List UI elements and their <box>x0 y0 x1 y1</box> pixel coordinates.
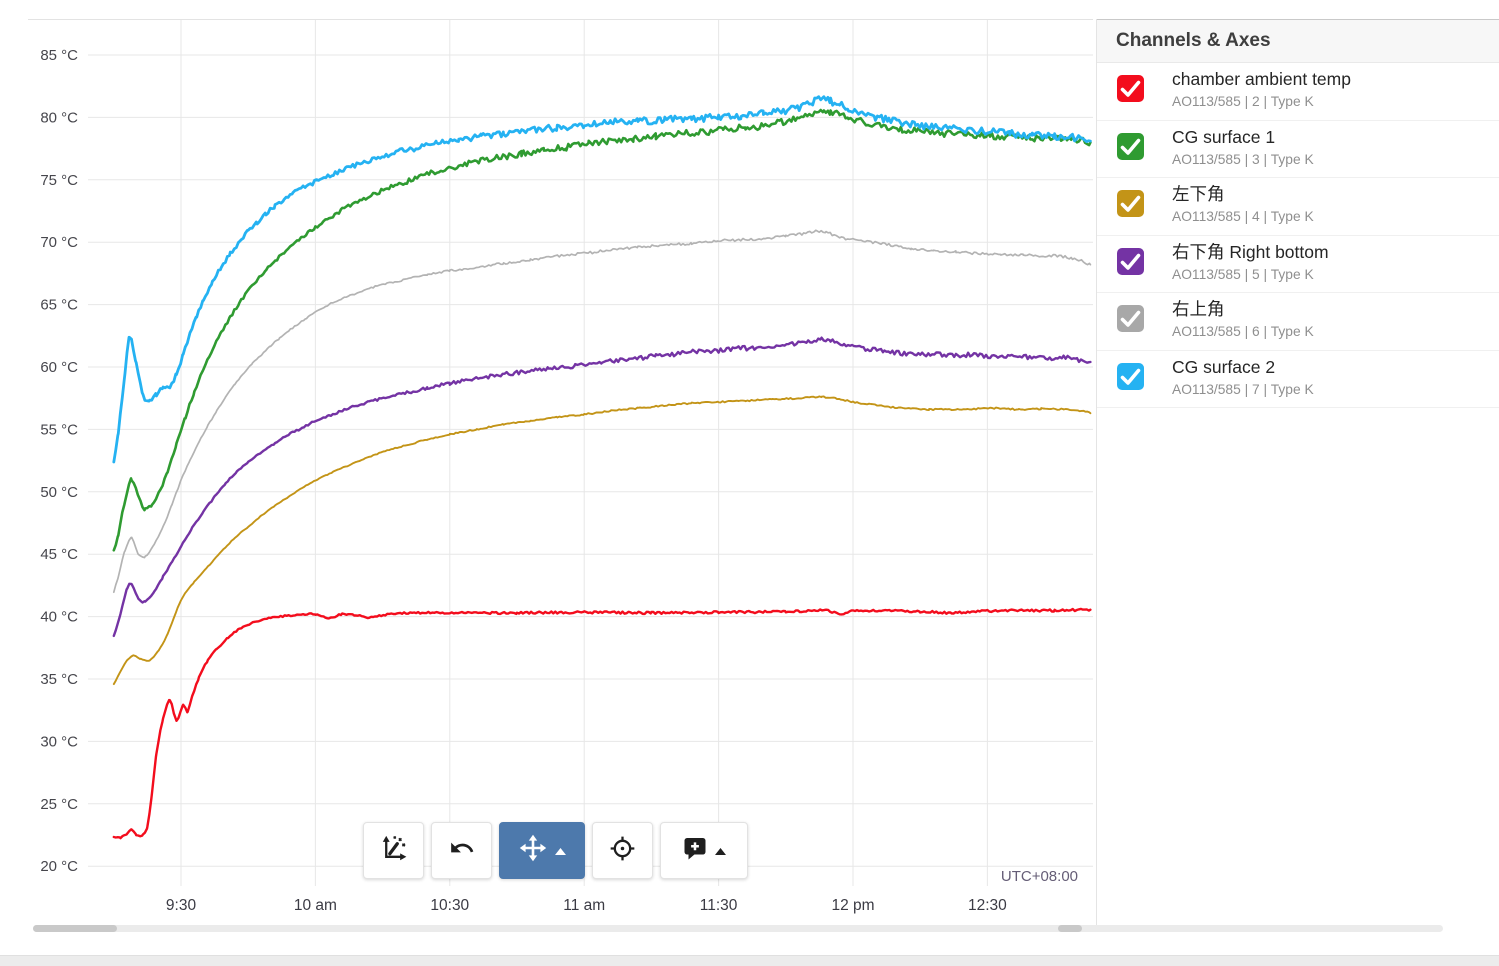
svg-text:50 °C: 50 °C <box>40 484 78 501</box>
channel-detail: AO113/585 | 2 | Type K <box>1172 94 1314 109</box>
scale-axes-icon <box>380 835 407 867</box>
horizontal-scrollbar[interactable] <box>33 925 1443 932</box>
channel-name: 右下角 Right bottom <box>1172 241 1329 262</box>
channels-panel: Channels & Axes chamber ambient temp AO11… <box>1097 19 1499 922</box>
svg-text:55 °C: 55 °C <box>40 421 78 438</box>
footer-bar <box>0 955 1499 966</box>
svg-text:40 °C: 40 °C <box>40 609 78 626</box>
svg-text:12:30: 12:30 <box>968 897 1007 914</box>
scrollbar-thumb[interactable] <box>1058 925 1082 932</box>
channel-checkbox[interactable] <box>1117 190 1144 217</box>
channel-name: CG surface 1 <box>1172 126 1276 147</box>
channel-list: chamber ambient temp AO113/585 | 2 | Type… <box>1097 63 1499 408</box>
undo-button[interactable] <box>431 822 492 879</box>
chevron-up-icon <box>554 842 566 860</box>
svg-text:10:30: 10:30 <box>430 897 469 914</box>
svg-text:70 °C: 70 °C <box>40 234 78 251</box>
channel-row: 右下角 Right bottom AO113/585 | 5 | Type K <box>1097 235 1499 293</box>
channel-name: 右上角 <box>1172 299 1225 319</box>
chart-toolbar <box>363 822 748 879</box>
svg-text:10 am: 10 am <box>294 897 337 914</box>
chart-panel: 85 °C 80 °C 75 °C 70 °C 65 °C 60 °C 55 °C 50 °C… <box>0 0 1097 922</box>
undo-icon <box>449 835 475 866</box>
svg-text:20 °C: 20 °C <box>40 858 78 875</box>
channel-checkbox[interactable] <box>1117 132 1144 160</box>
svg-text:11 am: 11 am <box>563 897 605 914</box>
scrollbar-thumb[interactable] <box>33 925 117 932</box>
channel-detail: AO113/585 | 6 | Type K <box>1172 324 1314 339</box>
temperature-chart[interactable]: 85 °C 80 °C 75 °C 70 °C 65 °C 60 °C 55 °C 50 °C… <box>0 0 1097 922</box>
channel-row: 左下角 AO113/585 | 4 | Type K <box>1097 178 1499 236</box>
svg-text:45 °C: 45 °C <box>40 546 78 563</box>
panel-divider <box>1096 19 1097 932</box>
svg-text:65 °C: 65 °C <box>40 297 78 314</box>
channel-checkbox[interactable] <box>1117 305 1144 332</box>
channel-detail: AO113/585 | 3 | Type K <box>1172 151 1314 167</box>
channel-row: chamber ambient temp AO113/585 | 2 | Type… <box>1097 63 1499 121</box>
svg-text:12 pm: 12 pm <box>831 897 874 914</box>
channel-name: CG surface 2 <box>1172 356 1276 377</box>
channel-checkbox[interactable] <box>1117 75 1144 102</box>
pan-icon <box>519 834 547 867</box>
channel-detail: AO113/585 | 4 | Type K <box>1172 209 1314 224</box>
svg-text:60 °C: 60 °C <box>40 359 78 376</box>
svg-text:75 °C: 75 °C <box>40 172 78 189</box>
svg-text:9:30: 9:30 <box>166 897 197 914</box>
timezone-label: UTC+08:00 <box>1000 868 1078 885</box>
svg-text:11:30: 11:30 <box>700 897 738 914</box>
svg-text:30 °C: 30 °C <box>40 733 78 750</box>
annotation-button[interactable] <box>660 822 748 879</box>
channel-row: CG surface 2 AO113/585 | 7 | Type K <box>1097 350 1499 408</box>
svg-text:80 °C: 80 °C <box>40 109 78 126</box>
channel-detail: AO113/585 | 5 | Type K <box>1172 266 1314 282</box>
svg-text:25 °C: 25 °C <box>40 796 78 813</box>
channel-checkbox[interactable] <box>1117 362 1144 390</box>
svg-text:85 °C: 85 °C <box>40 47 78 64</box>
annotation-icon <box>683 836 707 865</box>
channel-name: chamber ambient temp <box>1172 69 1351 89</box>
scale-axes-button[interactable] <box>363 822 424 879</box>
pan-button[interactable] <box>499 822 585 879</box>
channel-name: 左下角 <box>1172 184 1225 204</box>
channel-checkbox[interactable] <box>1117 247 1144 275</box>
channel-row: 右上角 AO113/585 | 6 | Type K <box>1097 293 1499 351</box>
chevron-up-icon <box>714 842 726 860</box>
channel-detail: AO113/585 | 7 | Type K <box>1172 381 1314 397</box>
crosshair-button[interactable] <box>592 822 653 879</box>
channels-panel-title: Channels & Axes <box>1097 20 1499 63</box>
channel-row: CG surface 1 AO113/585 | 3 | Type K <box>1097 120 1499 178</box>
svg-text:35 °C: 35 °C <box>40 671 78 688</box>
crosshair-icon <box>609 835 636 867</box>
